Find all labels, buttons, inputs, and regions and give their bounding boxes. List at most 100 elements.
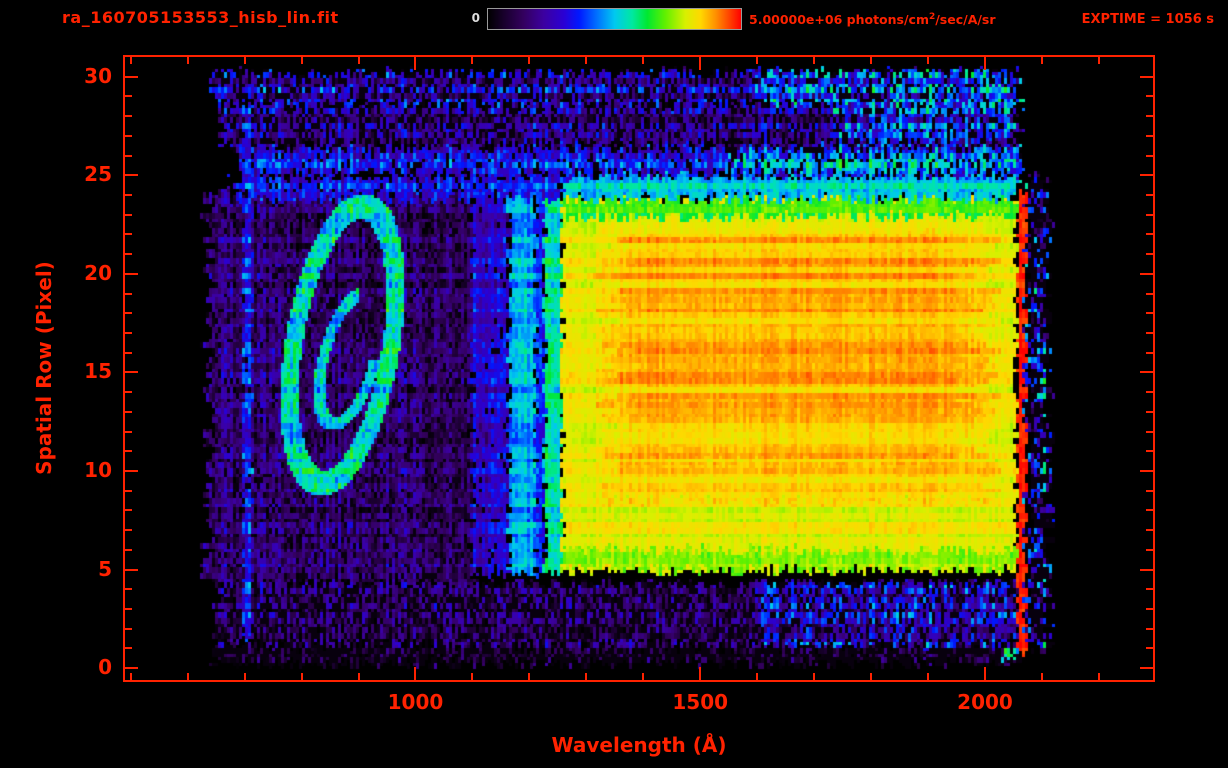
axis-tick (927, 57, 929, 64)
axis-tick (1146, 391, 1153, 393)
axis-tick (1098, 673, 1100, 680)
axis-tick (1140, 273, 1153, 275)
axis-tick (125, 214, 132, 216)
axis-tick (1140, 371, 1153, 373)
y-tick-label: 5 (98, 556, 112, 581)
axis-tick (756, 673, 758, 680)
axis-tick (358, 57, 360, 64)
axis-tick (125, 155, 132, 157)
axis-tick (125, 233, 132, 235)
axis-tick (125, 588, 132, 590)
x-tick-label: 2000 (957, 690, 1013, 714)
axis-tick (125, 352, 132, 354)
axis-tick (1146, 95, 1153, 97)
axis-tick (1146, 135, 1153, 137)
colorbar-max-value: 5.00000e+06 photons/cm (749, 12, 929, 28)
axis-tick (187, 57, 189, 64)
axis-tick (1146, 549, 1153, 551)
axis-tick (125, 450, 132, 452)
axis-tick (125, 628, 132, 630)
axis-tick (125, 194, 132, 196)
y-tick-label: 25 (84, 162, 112, 187)
axis-tick (125, 273, 138, 275)
y-tick-label: 10 (84, 458, 112, 483)
axis-tick (1146, 214, 1153, 216)
axis-tick (699, 57, 701, 70)
colorbar-max-units: /sec/A/sr (935, 12, 996, 28)
axis-tick (125, 95, 132, 97)
axis-tick (984, 57, 986, 70)
axis-tick (1146, 628, 1153, 630)
axis-tick (1146, 293, 1153, 295)
axis-tick (984, 667, 986, 680)
axis-tick (125, 549, 132, 551)
axis-tick (1146, 312, 1153, 314)
axis-tick (813, 673, 815, 680)
axis-tick (125, 569, 138, 571)
axis-tick (756, 57, 758, 64)
axis-tick (125, 253, 132, 255)
y-tick-label: 0 (98, 655, 112, 680)
axis-tick (1146, 332, 1153, 334)
axis-tick (870, 57, 872, 64)
axis-tick (125, 332, 132, 334)
axis-tick (642, 673, 644, 680)
axis-tick (125, 470, 138, 472)
axis-tick (1146, 509, 1153, 511)
axis-tick (642, 57, 644, 64)
axis-tick (1146, 529, 1153, 531)
x-axis-title: Wavelength (Å) (551, 733, 727, 757)
colorbar-min-label: 0 (471, 11, 480, 25)
axis-tick (414, 57, 416, 70)
y-tick-label: 20 (84, 260, 112, 285)
axis-tick (125, 608, 132, 610)
colorbar (487, 8, 742, 30)
axis-tick (1146, 588, 1153, 590)
axis-tick (1146, 115, 1153, 117)
axis-tick (1041, 57, 1043, 64)
x-tick-label: 1000 (387, 690, 444, 714)
axis-tick (244, 673, 246, 680)
axis-tick (528, 673, 530, 680)
axis-tick (125, 293, 132, 295)
axis-tick (1140, 470, 1153, 472)
axis-tick (301, 673, 303, 680)
axis-tick (130, 57, 132, 64)
axis-tick (130, 673, 132, 680)
plot-area (123, 55, 1155, 682)
axis-tick (125, 135, 132, 137)
axis-tick (125, 667, 138, 669)
y-tick-label: 15 (84, 359, 112, 384)
axis-tick (125, 174, 138, 176)
axis-tick (244, 57, 246, 64)
axis-tick (1146, 647, 1153, 649)
axis-tick (528, 57, 530, 64)
axis-tick (1140, 667, 1153, 669)
axis-tick (187, 673, 189, 680)
axis-tick (1146, 253, 1153, 255)
axis-tick (1146, 490, 1153, 492)
axis-tick (125, 312, 132, 314)
axis-tick (927, 673, 929, 680)
axis-tick (125, 509, 132, 511)
axis-tick (471, 673, 473, 680)
heatmap-canvas (125, 57, 1153, 680)
axis-tick (125, 76, 138, 78)
axis-tick (699, 667, 701, 680)
axis-tick (1041, 673, 1043, 680)
axis-tick (125, 431, 132, 433)
axis-tick (1140, 569, 1153, 571)
axis-tick (1146, 194, 1153, 196)
axis-tick (813, 57, 815, 64)
x-tick-label: 1500 (672, 690, 729, 714)
exptime-label: EXPTIME = 1056 s (1081, 12, 1214, 27)
y-tick-label: 30 (84, 63, 112, 88)
axis-tick (1146, 233, 1153, 235)
axis-tick (301, 57, 303, 64)
axis-tick (1146, 450, 1153, 452)
axis-tick (125, 411, 132, 413)
axis-tick (1146, 352, 1153, 354)
axis-tick (1140, 76, 1153, 78)
axis-tick (125, 391, 132, 393)
